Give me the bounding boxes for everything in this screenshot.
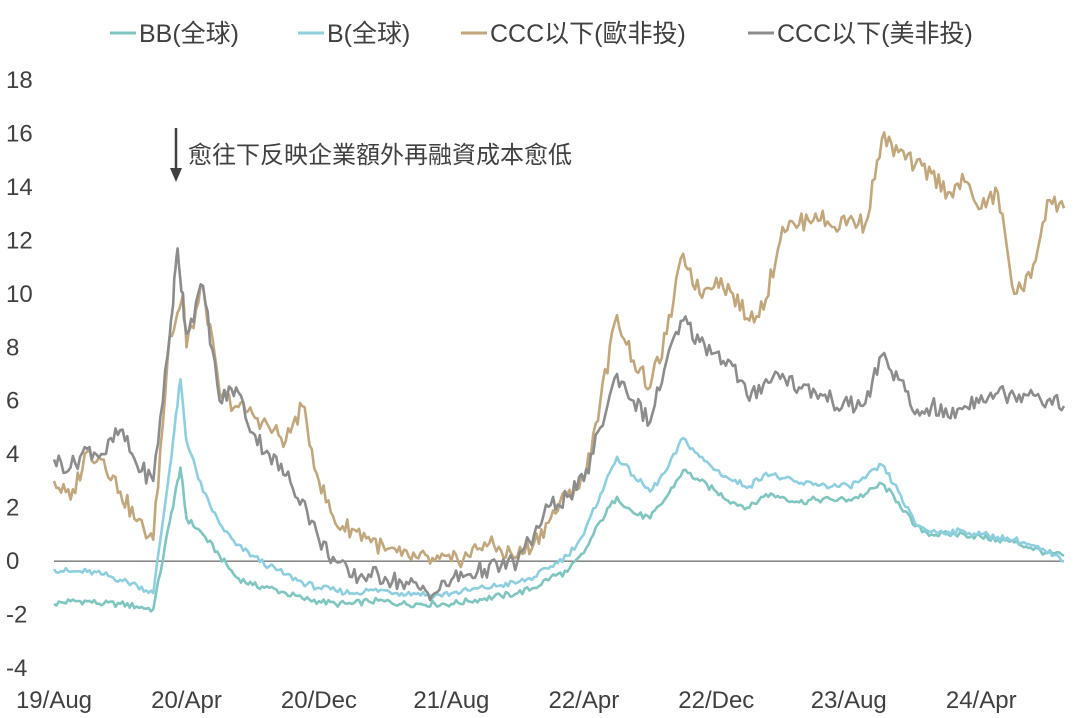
series-line	[52, 131, 1066, 569]
x-tick-label: 24/Apr	[946, 687, 1017, 714]
y-tick-label: 0	[6, 548, 19, 575]
y-tick-label: 4	[6, 441, 19, 468]
y-tick-label: 14	[6, 174, 33, 201]
series-line	[52, 378, 1065, 600]
annotation: 愈往下反映企業額外再融資成本愈低	[170, 128, 572, 182]
series-line	[53, 466, 1065, 613]
legend: BB(全球) B(全球) CCC以下(歐非投) CCC以下(美非投)	[110, 20, 973, 48]
x-tick-label: 20/Apr	[151, 687, 222, 714]
y-tick-label: 10	[6, 281, 33, 308]
x-tick-label: 20/Dec	[281, 687, 357, 714]
legend-label: CCC以下(歐非投)	[490, 20, 686, 48]
x-tick-label: 22/Apr	[548, 687, 619, 714]
y-axis: -4 -2 0 2 4 6 8 10 12 14 16 18	[6, 67, 33, 682]
legend-label: CCC以下(美非投)	[777, 20, 973, 48]
legend-label: B(全球)	[327, 20, 410, 48]
x-tick-label: 23/Aug	[811, 687, 887, 714]
x-tick-label: 19/Aug	[16, 687, 92, 714]
x-tick-label: 21/Aug	[413, 687, 489, 714]
series-line	[52, 247, 1066, 602]
y-tick-label: 2	[6, 495, 19, 522]
y-tick-label: 8	[6, 334, 19, 361]
y-tick-label: 12	[6, 227, 33, 254]
series-lines	[52, 131, 1066, 613]
y-tick-label: 18	[6, 67, 33, 94]
y-tick-label: 6	[6, 388, 19, 415]
annotation-text: 愈往下反映企業額外再融資成本愈低	[188, 141, 572, 169]
y-tick-label: -2	[6, 602, 27, 629]
y-tick-label: 16	[6, 120, 33, 147]
y-tick-label: -4	[6, 655, 27, 682]
down-arrow-icon	[170, 168, 182, 182]
legend-label: BB(全球)	[139, 20, 239, 48]
x-tick-label: 22/Dec	[678, 687, 754, 714]
x-axis: 19/Aug 20/Apr 20/Dec 21/Aug 22/Apr 22/Dec 23/A…	[16, 687, 1017, 714]
